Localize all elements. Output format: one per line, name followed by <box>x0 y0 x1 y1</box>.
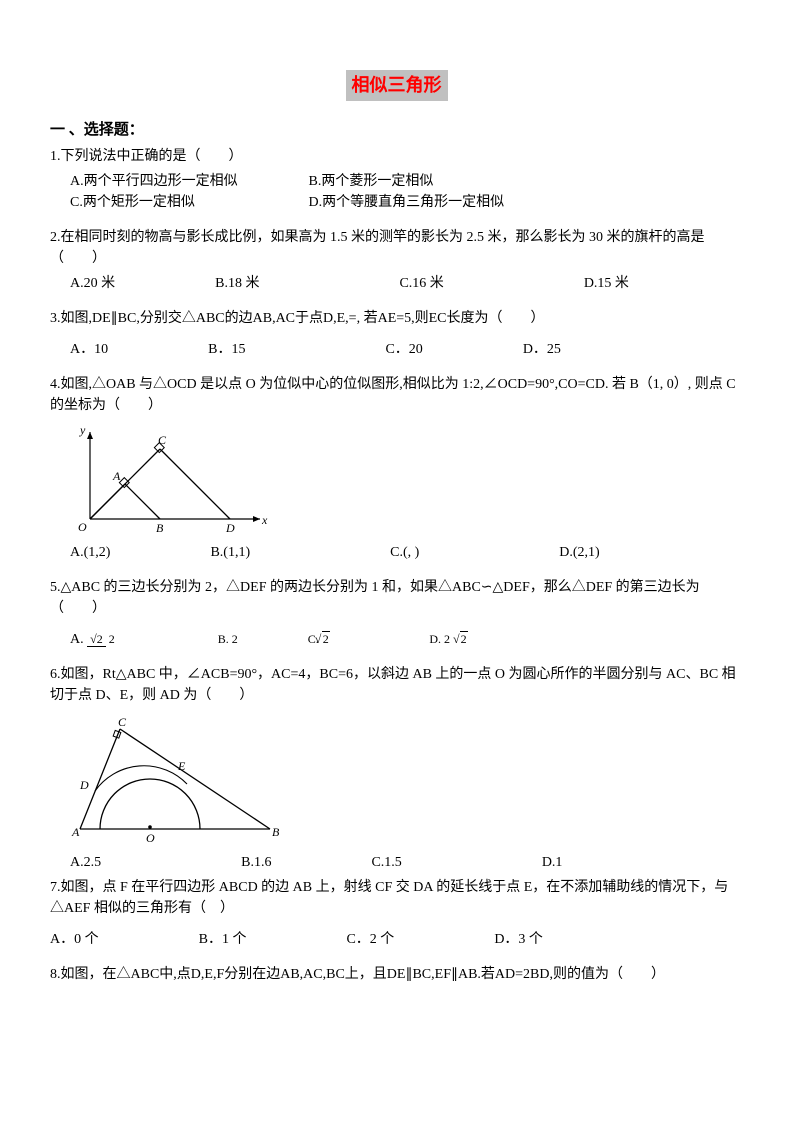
q4-svg: y x O A B C D <box>70 424 270 534</box>
q4-options: A.(1,2) B.(1,1) C.(, ) D.(2,1) <box>50 542 743 563</box>
q6-opt-b: B.1.6 <box>241 852 271 873</box>
q1-text: 1.下列说法中正确的是（ ） <box>50 146 743 167</box>
q6-label-C: C <box>118 715 127 729</box>
question-8: 8.如图，在△ABC中,点D,E,F分别在边AB,AC,BC上，且DE∥BC,E… <box>50 964 743 985</box>
q6-opt-a: A.2.5 <box>70 852 101 873</box>
q5-opt-a-frac: √22 <box>87 630 118 648</box>
q6-text: 6.如图，Rt△ABC 中，∠ACB=90°，AC=4，BC=6，以斜边 AB … <box>50 664 743 706</box>
q4-label-x: x <box>261 513 268 527</box>
q5-opt-a: A. √22 <box>70 629 118 650</box>
q4-figure: y x O A B C D <box>70 424 743 534</box>
q7-opt-b: B．1 个 <box>199 929 247 950</box>
q6-figure: A B C D E O <box>70 714 743 844</box>
q1-opt-a: A.两个平行四边形一定相似 <box>70 171 305 192</box>
q2-opt-c: C.16 米 <box>399 273 443 294</box>
question-5: 5.△ABC 的三边长分别为 2，△DEF 的两边长分别为 1 和，如果△ABC… <box>50 577 743 650</box>
q4-label-y: y <box>79 424 86 437</box>
q6-svg: A B C D E O <box>70 714 290 844</box>
q2-options: A.20 米 B.18 米 C.16 米 D.15 米 <box>50 273 743 294</box>
q5-text: 5.△ABC 的三边长分别为 2，△DEF 的两边长分别为 1 和，如果△ABC… <box>50 577 743 619</box>
question-7: 7.如图，点 F 在平行四边形 ABCD 的边 AB 上，射线 CF 交 DA … <box>50 877 743 950</box>
q4-opt-a: A.(1,2) <box>70 542 110 563</box>
q5-options: A. √22 B. 2 C. 2 √ D. 2 √2 <box>50 629 743 650</box>
q4-text: 4.如图,△OAB 与△OCD 是以点 O 为位似中心的位似图形,相似比为 1:… <box>50 374 743 416</box>
question-1: 1.下列说法中正确的是（ ） A.两个平行四边形一定相似 B.两个菱形一定相似 … <box>50 146 743 213</box>
q2-opt-d: D.15 米 <box>584 273 629 294</box>
q6-label-A: A <box>71 825 80 839</box>
q2-text: 2.在相同时刻的物高与影长成比例，如果高为 1.5 米的测竿的影长为 2.5 米… <box>50 227 743 269</box>
q4-label-O: O <box>78 520 87 534</box>
q7-options: A．0 个 B．1 个 C．2 个 D．3 个 <box>50 929 743 950</box>
q7-opt-c: C．2 个 <box>346 929 394 950</box>
title-container: 相似三角形 <box>50 70 743 111</box>
q6-label-O: O <box>146 831 155 844</box>
question-2: 2.在相同时刻的物高与影长成比例，如果高为 1.5 米的测竿的影长为 2.5 米… <box>50 227 743 294</box>
q5-opt-b: B. 2 <box>218 630 238 648</box>
q8-text: 8.如图，在△ABC中,点D,E,F分别在边AB,AC,BC上，且DE∥BC,E… <box>50 964 743 985</box>
q1-options-row2: C.两个矩形一定相似 D.两个等腰直角三角形一定相似 <box>50 192 743 213</box>
q4-opt-c: C.(, ) <box>390 542 419 563</box>
q1-opt-d: D.两个等腰直角三角形一定相似 <box>309 195 505 210</box>
q5-opt-d: D. 2 √2 <box>429 630 467 648</box>
q3-text: 3.如图,DE∥BC,分别交△ABC的边AB,AC于点D,E,=, 若AE=5,… <box>50 308 743 329</box>
q6-opt-d: D.1 <box>542 852 563 873</box>
q6-label-B: B <box>272 825 280 839</box>
q7-text: 7.如图，点 F 在平行四边形 ABCD 的边 AB 上，射线 CF 交 DA … <box>50 877 743 919</box>
q6-label-E: E <box>177 759 186 773</box>
page-title: 相似三角形 <box>346 70 448 101</box>
question-4: 4.如图,△OAB 与△OCD 是以点 O 为位似中心的位似图形,相似比为 1:… <box>50 374 743 563</box>
q1-opt-b: B.两个菱形一定相似 <box>309 174 434 189</box>
q3-options: A．10 B．15 C．20 D．25 <box>50 339 743 360</box>
q4-label-C: C <box>158 433 167 447</box>
q5-opt-d-prefix: D. 2 <box>429 632 450 646</box>
q5-opt-a-prefix: A. <box>70 632 84 647</box>
question-6: 6.如图，Rt△ABC 中，∠ACB=90°，AC=4，BC=6，以斜边 AB … <box>50 664 743 873</box>
q2-opt-b: B.18 米 <box>215 273 259 294</box>
q1-opt-c: C.两个矩形一定相似 <box>70 192 305 213</box>
q4-label-A: A <box>112 469 121 483</box>
section-header: 一 、选择题： <box>50 119 743 142</box>
q7-opt-d: D．3 个 <box>494 929 543 950</box>
q4-opt-d: D.(2,1) <box>559 542 599 563</box>
q3-opt-c: C．20 <box>385 339 422 360</box>
q6-label-D: D <box>79 778 89 792</box>
q1-options-row1: A.两个平行四边形一定相似 B.两个菱形一定相似 <box>50 171 743 192</box>
q2-opt-a: A.20 米 <box>70 273 115 294</box>
q3-opt-a: A．10 <box>70 339 108 360</box>
q4-opt-b: B.(1,1) <box>210 542 250 563</box>
q6-opt-c: C.1.5 <box>371 852 401 873</box>
q6-options: A.2.5 B.1.6 C.1.5 D.1 <box>50 852 743 873</box>
q5-opt-c: C. 2 √ <box>308 630 340 648</box>
q4-label-D: D <box>225 521 235 534</box>
q3-opt-d: D．25 <box>523 339 561 360</box>
q4-label-B: B <box>156 521 164 534</box>
q3-opt-b: B．15 <box>208 339 245 360</box>
question-3: 3.如图,DE∥BC,分别交△ABC的边AB,AC于点D,E,=, 若AE=5,… <box>50 308 743 360</box>
q7-opt-a: A．0 个 <box>50 929 99 950</box>
